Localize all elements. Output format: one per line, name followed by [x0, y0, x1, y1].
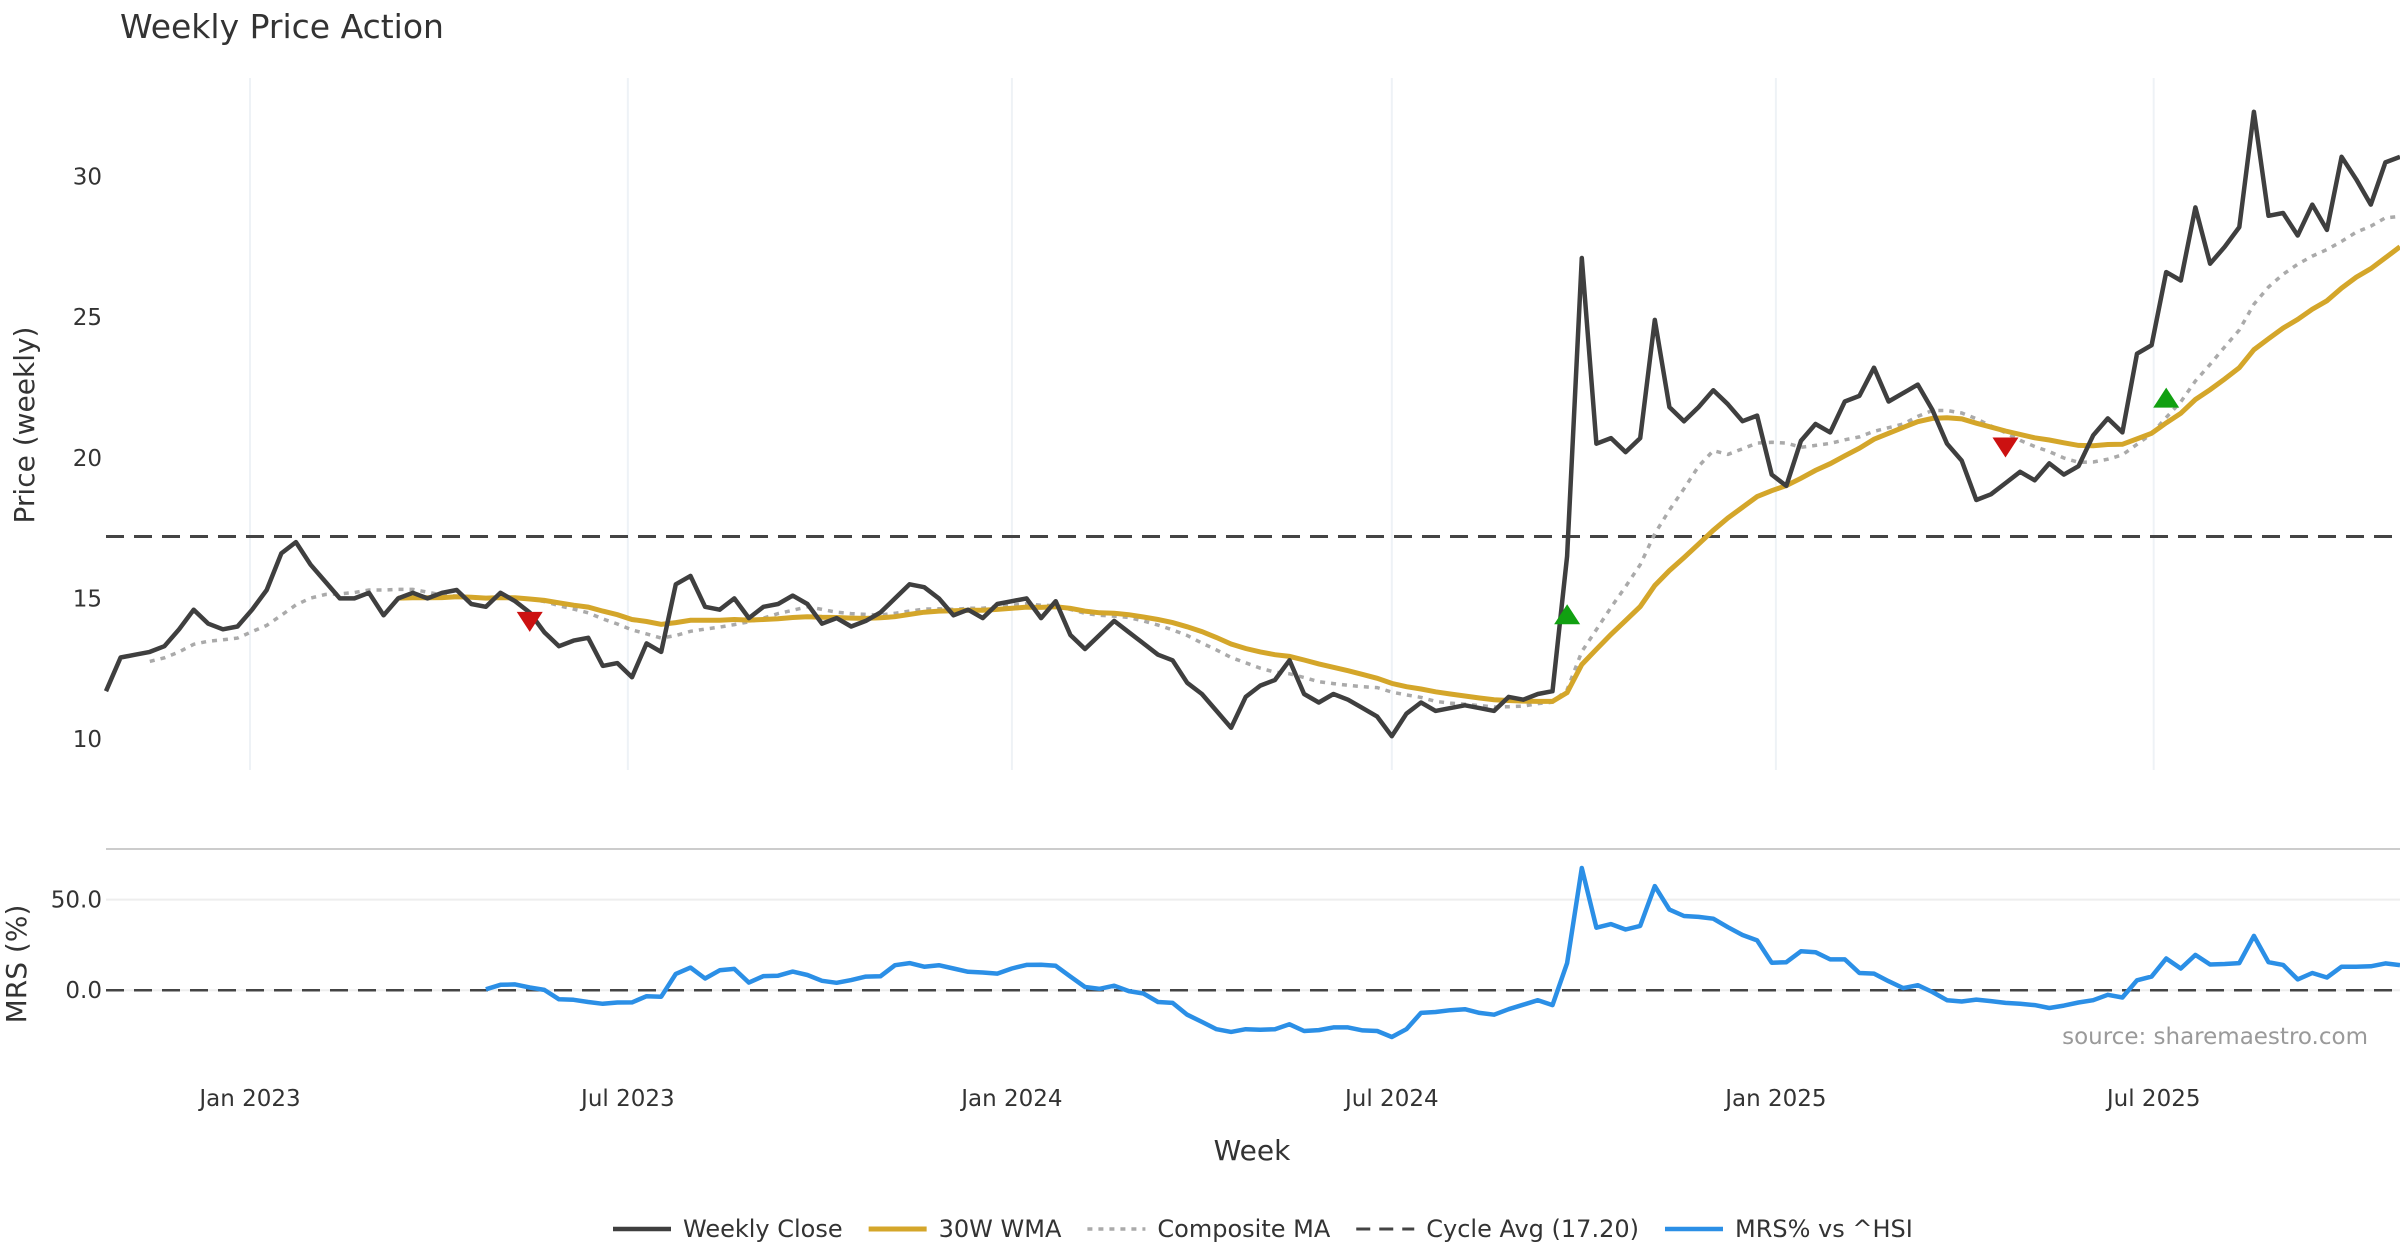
mrs-y-tick-label: 50.0: [51, 888, 102, 914]
sell-signal-marker: [516, 611, 543, 632]
x-tick-label: Jul 2023: [579, 1086, 675, 1112]
legend-label: Composite MA: [1157, 1215, 1330, 1243]
source-note: source: sharemaestro.com: [2062, 1024, 2368, 1050]
mrs-y-tick-label: 0.0: [65, 978, 102, 1004]
wma-30w-line: [398, 244, 2400, 704]
composite-ma-line: [149, 214, 2400, 709]
mrs-line: [485, 865, 2400, 1040]
price-y-tick-label: 15: [73, 586, 102, 612]
buy-signal-marker: [1554, 604, 1581, 625]
x-axis-title: Week: [1214, 1134, 1291, 1167]
legend-item-cycle: Cycle Avg (17.20): [1356, 1215, 1639, 1243]
x-tick-label: Jan 2025: [1723, 1086, 1826, 1112]
x-tick-label: Jan 2023: [197, 1086, 300, 1112]
legend-item-mrs: MRS% vs ^HSI: [1664, 1215, 1913, 1243]
mrs-gridlines: [106, 898, 2400, 992]
x-tick-labels: Jan 2023 Jul 2023 Jan 2024 Jul 2024 Jan 2025…: [197, 1086, 2200, 1112]
y-tick-labels: 10 15 20 25 30 0.0 50.0: [51, 164, 102, 1004]
price-panel: [103, 109, 2400, 739]
legend-label: 30W WMA: [939, 1215, 1062, 1243]
x-tick-label: Jul 2025: [2105, 1086, 2201, 1112]
weekly-close-line: [103, 109, 2400, 739]
legend-item-composite: Composite MA: [1087, 1215, 1331, 1243]
price-y-tick-label: 25: [73, 305, 102, 331]
price-y-axis-title: Price (weekly): [8, 327, 41, 524]
legend-label: MRS% vs ^HSI: [1735, 1215, 1913, 1243]
price-y-tick-label: 30: [73, 164, 102, 190]
x-tick-label: Jan 2024: [959, 1086, 1062, 1112]
legend-item-wma: 30W WMA: [868, 1215, 1062, 1243]
buy-signal-marker: [2153, 387, 2180, 408]
mrs-y-axis-title: MRS (%): [0, 905, 33, 1024]
legend-label: Weekly Close: [683, 1215, 843, 1243]
price-gridlines: [249, 78, 2155, 770]
legend: Weekly Close 30W WMA Composite MA Cycle Avg…: [613, 1215, 1913, 1243]
x-tick-label: Jul 2024: [1343, 1086, 1439, 1112]
legend-label: Cycle Avg (17.20): [1426, 1215, 1639, 1243]
mrs-panel: [106, 865, 2400, 1040]
sell-signal-marker: [1992, 437, 2019, 458]
price-y-tick-label: 20: [73, 446, 102, 472]
price-y-tick-label: 10: [73, 727, 102, 753]
legend-item-weekly_close: Weekly Close: [613, 1215, 843, 1243]
chart-title: Weekly Price Action: [120, 7, 444, 46]
